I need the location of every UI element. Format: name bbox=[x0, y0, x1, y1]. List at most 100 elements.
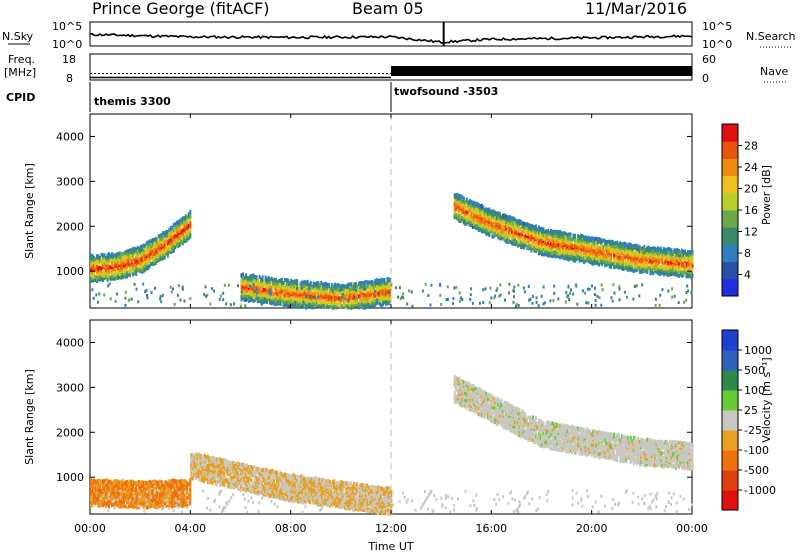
heatmap-cell bbox=[632, 257, 635, 261]
heatmap-cell bbox=[626, 249, 629, 254]
heatmap-cell bbox=[186, 233, 189, 238]
heatmap-cell bbox=[634, 265, 637, 270]
heatmap-cell bbox=[495, 232, 498, 237]
heatmap-cell bbox=[538, 239, 540, 244]
heatmap-cell bbox=[311, 289, 314, 294]
heatmap-cell bbox=[147, 257, 150, 262]
heatmap-cell bbox=[628, 255, 631, 260]
heatmap-cell bbox=[162, 499, 165, 504]
heatmap-cell bbox=[128, 298, 131, 302]
heatmap-cell bbox=[659, 249, 662, 254]
heatmap-cell bbox=[160, 253, 163, 258]
heatmap-cell bbox=[108, 269, 111, 274]
heatmap-cell bbox=[385, 301, 387, 306]
heatmap-cell bbox=[596, 239, 599, 244]
heatmap-cell bbox=[139, 264, 142, 269]
heatmap-cell bbox=[103, 490, 106, 494]
heatmap-cell bbox=[154, 236, 157, 241]
heatmap-cell bbox=[551, 241, 554, 246]
heatmap-cell bbox=[670, 267, 673, 271]
heatmap-cell bbox=[300, 295, 303, 300]
heatmap-cell bbox=[221, 461, 224, 465]
heatmap-cell bbox=[629, 266, 632, 271]
heatmap-cell bbox=[458, 218, 461, 223]
heatmap-cell bbox=[162, 248, 165, 253]
heatmap-cell bbox=[123, 260, 126, 265]
heatmap-cell bbox=[625, 265, 628, 270]
heatmap-cell bbox=[261, 293, 264, 298]
heatmap-cell bbox=[631, 266, 634, 270]
heatmap-cell bbox=[242, 281, 244, 286]
heatmap-cell bbox=[389, 297, 392, 302]
heatmap-cell bbox=[348, 299, 351, 304]
heatmap-cell bbox=[562, 231, 565, 236]
heatmap-cell bbox=[354, 290, 357, 295]
heatmap-cell bbox=[476, 220, 479, 224]
heatmap-cell bbox=[303, 294, 306, 299]
heatmap-cell bbox=[223, 462, 226, 467]
heatmap-cell bbox=[184, 483, 187, 488]
heatmap-cell bbox=[656, 253, 659, 258]
heatmap-cell bbox=[544, 252, 546, 257]
heatmap-cell bbox=[635, 247, 638, 252]
heatmap-cell bbox=[665, 272, 668, 277]
heatmap-cell bbox=[644, 248, 647, 253]
heatmap-cell bbox=[324, 286, 327, 291]
heatmap-cell bbox=[674, 270, 677, 275]
heatmap-cell bbox=[588, 287, 591, 291]
heatmap-cell bbox=[291, 285, 294, 289]
heatmap-cell bbox=[326, 294, 329, 299]
heatmap-cell bbox=[456, 209, 459, 214]
heatmap-cell bbox=[235, 478, 238, 483]
heatmap-cell bbox=[157, 503, 160, 508]
heatmap-cell bbox=[594, 303, 597, 307]
heatmap-cell bbox=[138, 257, 141, 262]
heatmap-cell bbox=[133, 270, 136, 274]
heatmap-cell bbox=[148, 495, 151, 500]
heatmap-cell bbox=[111, 494, 114, 499]
heatmap-cell bbox=[584, 244, 587, 249]
heatmap-cell bbox=[507, 233, 510, 238]
heatmap-cell bbox=[327, 282, 330, 287]
heatmap-cell bbox=[598, 257, 601, 262]
heatmap-cell bbox=[299, 286, 302, 291]
heatmap-cell bbox=[264, 290, 267, 295]
heatmap-cell bbox=[477, 228, 480, 233]
heatmap-cell bbox=[209, 474, 212, 479]
heatmap-cell bbox=[98, 292, 101, 296]
heatmap-cell bbox=[376, 301, 378, 305]
heatmap-cell bbox=[626, 259, 629, 264]
heatmap-cell bbox=[682, 251, 685, 256]
freq-unit: [MHz] bbox=[4, 66, 36, 79]
heatmap-cell bbox=[120, 480, 123, 485]
nsky-label: N.Sky bbox=[2, 30, 34, 43]
heatmap-cell bbox=[129, 269, 132, 274]
heatmap-cell bbox=[174, 479, 177, 484]
heatmap-cell bbox=[237, 284, 239, 288]
heatmap-cell bbox=[551, 249, 554, 254]
heatmap-cell bbox=[284, 302, 287, 307]
heatmap-cell bbox=[163, 231, 166, 236]
heatmap-cell bbox=[189, 221, 192, 226]
heatmap-cell bbox=[489, 214, 492, 219]
heatmap-cell bbox=[477, 217, 480, 222]
heatmap-cell bbox=[99, 503, 101, 508]
heatmap-cell bbox=[111, 270, 114, 275]
heatmap-cell bbox=[554, 249, 557, 254]
heatmap-cell bbox=[141, 257, 144, 262]
heatmap-cell bbox=[623, 252, 626, 257]
heatmap-cell bbox=[476, 223, 479, 228]
heatmap-cell bbox=[102, 271, 104, 276]
heatmap-cell bbox=[175, 479, 178, 484]
heatmap-cell bbox=[106, 485, 109, 490]
heatmap-cell bbox=[655, 258, 658, 263]
heatmap-cell bbox=[114, 501, 117, 506]
heatmap-cell bbox=[509, 215, 512, 220]
heatmap-cell bbox=[108, 252, 111, 257]
heatmap-cell bbox=[180, 483, 183, 487]
heatmap-cell bbox=[533, 233, 536, 238]
heatmap-cell bbox=[556, 250, 558, 255]
heatmap-cell bbox=[99, 258, 101, 263]
heatmap-cell bbox=[305, 305, 308, 310]
heatmap-cell bbox=[242, 272, 244, 277]
